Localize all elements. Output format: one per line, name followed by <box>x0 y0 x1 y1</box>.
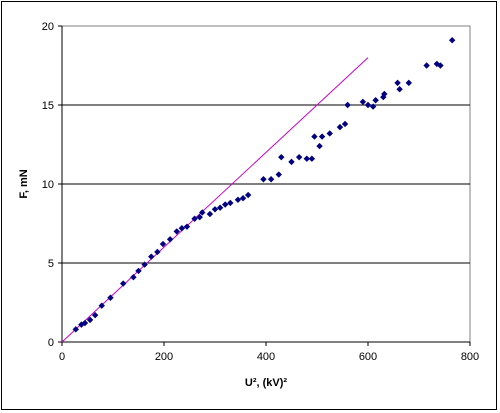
data-point <box>275 171 282 178</box>
data-points <box>72 37 456 333</box>
data-point <box>216 204 224 211</box>
data-point <box>448 37 456 44</box>
data-point <box>135 267 142 275</box>
data-point <box>278 153 285 161</box>
data-point <box>173 228 180 235</box>
grid-lines <box>62 104 470 264</box>
y-tick-label: 5 <box>48 258 54 270</box>
data-point <box>206 210 214 218</box>
data-point <box>81 319 89 327</box>
data-point <box>98 302 105 309</box>
y-tick-labels: 0 5 10 15 20 <box>42 21 62 349</box>
data-point <box>316 142 323 150</box>
data-point <box>227 199 234 207</box>
data-point <box>372 97 379 104</box>
data-point <box>295 153 303 161</box>
data-point <box>267 176 275 183</box>
data-point <box>72 326 79 333</box>
data-point <box>369 103 377 110</box>
data-point <box>239 195 247 202</box>
y-tick-label: 0 <box>48 337 54 349</box>
data-point <box>91 311 99 319</box>
data-point <box>308 155 316 162</box>
data-point <box>166 236 174 243</box>
data-point <box>196 213 203 221</box>
data-point <box>341 120 349 128</box>
data-point <box>364 101 372 109</box>
data-point <box>178 225 186 232</box>
data-point <box>199 209 206 216</box>
x-tick-label: 0 <box>59 351 65 363</box>
y-axis-title: F, mN <box>18 169 30 198</box>
data-point <box>288 158 295 166</box>
data-point <box>336 123 344 131</box>
x-tick-labels: 0 200 400 600 800 <box>59 342 479 363</box>
x-tick-label: 200 <box>155 351 173 363</box>
data-point <box>437 62 444 69</box>
data-point <box>120 280 127 287</box>
data-point <box>303 155 310 162</box>
data-point <box>326 130 333 137</box>
data-point <box>222 201 229 208</box>
data-point <box>260 176 267 183</box>
data-point <box>191 215 198 222</box>
data-point <box>423 62 430 69</box>
data-point <box>311 133 318 140</box>
trend-lines <box>61 57 369 343</box>
x-tick-label: 800 <box>461 351 479 363</box>
data-point <box>234 196 242 203</box>
y-tick-label: 10 <box>42 179 54 191</box>
data-point <box>141 261 148 268</box>
data-point <box>107 294 114 301</box>
data-point <box>211 206 219 213</box>
data-point <box>394 79 401 87</box>
y-tick-label: 20 <box>42 21 54 33</box>
data-point <box>381 90 388 98</box>
data-point <box>154 248 161 256</box>
data-point <box>159 240 167 248</box>
x-tick-label: 600 <box>359 351 377 363</box>
data-point <box>244 191 252 199</box>
data-point <box>148 253 155 260</box>
data-point <box>130 274 137 281</box>
data-point <box>359 98 367 106</box>
data-point <box>86 316 94 324</box>
trend-line <box>61 57 369 343</box>
data-point <box>183 223 191 230</box>
data-point <box>396 86 403 93</box>
y-tick-label: 15 <box>42 100 54 112</box>
data-point <box>318 133 326 140</box>
data-point <box>344 101 351 109</box>
data-point <box>405 79 412 87</box>
x-tick-label: 400 <box>257 351 275 363</box>
x-axis-title: U², (kV)² <box>245 377 288 389</box>
